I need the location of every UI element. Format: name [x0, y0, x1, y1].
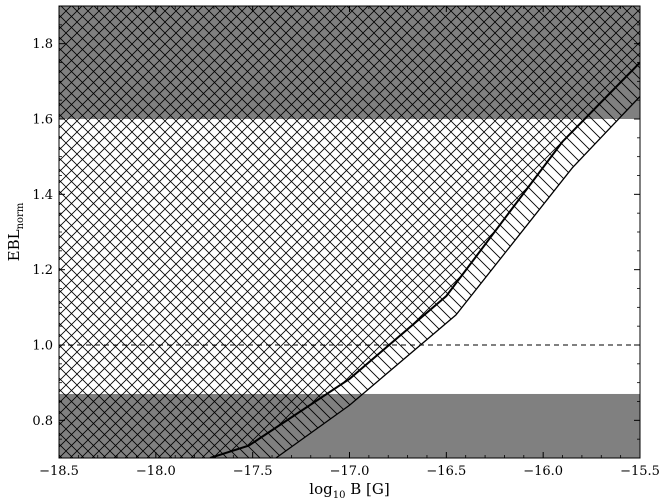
x-tick-label: −17.5 [233, 464, 273, 479]
x-axis-title-main: log [309, 480, 333, 498]
boundary-line-inner [209, 61, 640, 458]
x-tick-label: −17.0 [330, 464, 370, 479]
x-tick-label: −15.5 [620, 464, 660, 479]
y-tick-label: 1.4 [32, 188, 53, 203]
tick-labels: −18.5 −18.0 −17.5 −17.0 −16.5 −16.0 −15.5 0.8 1.… [32, 37, 660, 479]
x-tick-label: −18.5 [39, 464, 79, 479]
x-axis-title-rest: B [G] [345, 480, 389, 498]
y-axis-title-subscript: norm [15, 202, 26, 229]
y-tick-label: 0.8 [32, 414, 53, 429]
x-tick-label: −16.5 [426, 464, 466, 479]
x-axis-title-subscript: 10 [333, 490, 346, 501]
plot-frame [58, 5, 641, 459]
y-axis-title: EBLnorm [5, 202, 26, 261]
y-tick-label: 1.0 [32, 339, 53, 354]
y-tick-label: 1.6 [32, 113, 53, 128]
y-tick-label: 1.8 [32, 37, 53, 52]
y-axis-title-main: EBL [5, 229, 23, 261]
x-axis-title: log10 B [G] [309, 480, 389, 501]
y-tick-label: 1.2 [32, 263, 53, 278]
plot-area [59, 6, 640, 458]
boundary-line-outer [275, 95, 640, 458]
x-tick-label: −16.0 [523, 464, 563, 479]
x-tick-label: −18.0 [136, 464, 176, 479]
